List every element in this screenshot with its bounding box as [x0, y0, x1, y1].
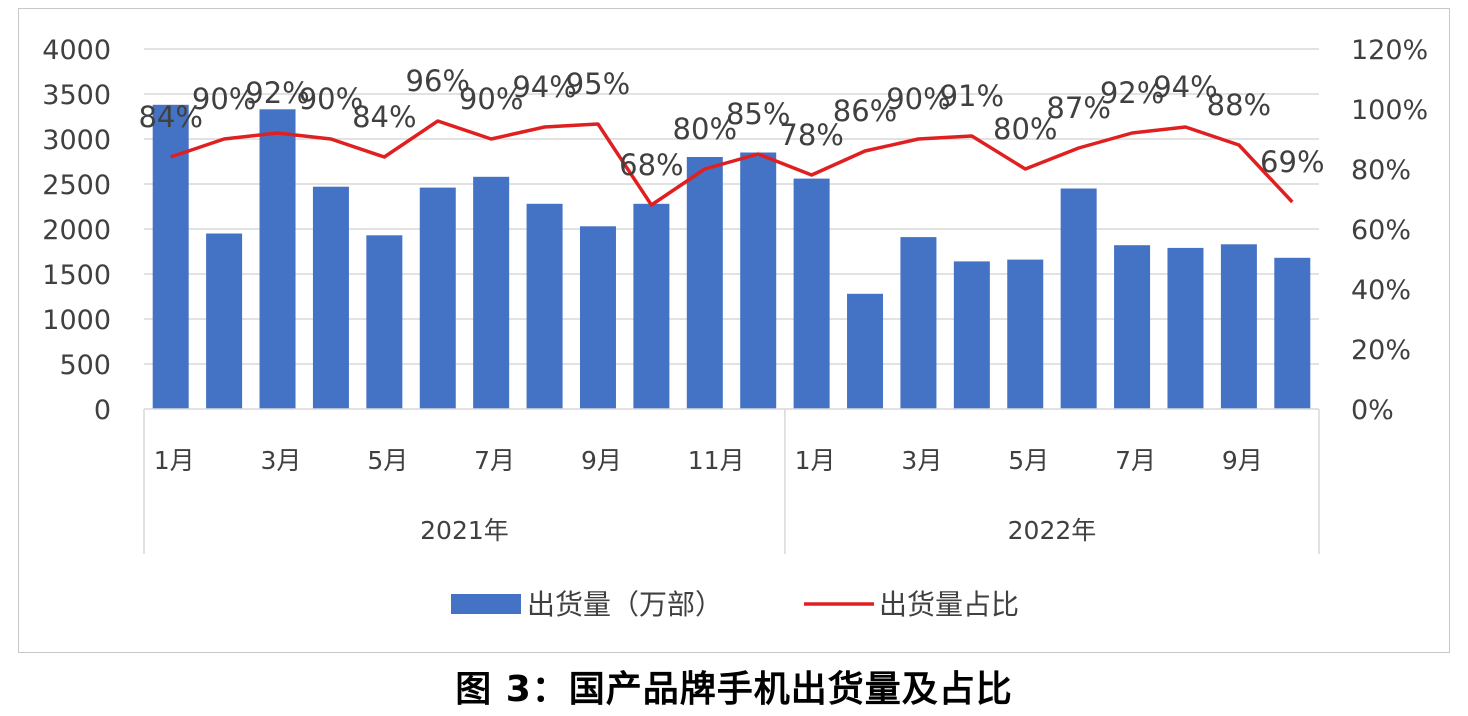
y-left-tick-label: 4000: [42, 35, 111, 66]
chart-frame: 0 500 1000 1500 2000 2500 3000 3500 4000 0% 20% 40%…: [18, 8, 1450, 653]
bar: [419, 187, 456, 409]
y-right-tick-label: 80%: [1351, 155, 1411, 186]
legend-label: 出货量占比: [879, 588, 1019, 621]
y-right-tick-label: 20%: [1351, 335, 1411, 366]
data-label: 94%: [1153, 70, 1217, 104]
x-tick-label: 9月: [581, 446, 622, 475]
share-line: [170, 119, 1294, 207]
x-tick-label: 1月: [795, 446, 836, 475]
data-label: 80%: [673, 112, 737, 146]
bar: [1060, 188, 1097, 409]
bar: [847, 293, 884, 409]
data-label: 84%: [138, 100, 202, 134]
data-label: 88%: [1207, 88, 1271, 122]
data-label: 95%: [566, 67, 630, 101]
data-label: 80%: [993, 112, 1057, 146]
bar: [1007, 259, 1044, 409]
x-tick-label: 5月: [367, 446, 408, 475]
y-left-tick-label: 2000: [42, 215, 111, 246]
y-left-tick-label: 3500: [42, 80, 111, 111]
bar: [900, 237, 937, 409]
data-label: 84%: [352, 100, 416, 134]
data-label: 85%: [726, 97, 790, 131]
y-left-tick-label: 3000: [42, 125, 111, 156]
y-left-tick-label: 1000: [42, 305, 111, 336]
x-tick-label: 1月: [154, 446, 195, 475]
data-label: 90%: [299, 82, 363, 116]
bar: [366, 235, 403, 409]
y-left-tick-label: 500: [59, 350, 111, 381]
x-tick-label: 7月: [1115, 446, 1156, 475]
y-right-tick-label: 40%: [1351, 275, 1411, 306]
y-left-tick-label: 1500: [42, 260, 111, 291]
data-label: 69%: [1260, 145, 1324, 179]
data-label: 87%: [1046, 91, 1110, 125]
y-right-tick-label: 0%: [1351, 395, 1394, 426]
x-tick-label: 5月: [1008, 446, 1049, 475]
x-tick-label: 3月: [261, 446, 302, 475]
bar: [259, 109, 296, 410]
bar: [793, 178, 830, 409]
bar: [1274, 257, 1311, 409]
legend-label: 出货量（万部）: [527, 588, 723, 621]
bar: [740, 152, 777, 409]
bar: [526, 203, 563, 409]
x-tick-label: 3月: [901, 446, 942, 475]
bar: [473, 176, 510, 409]
combo-chart: 0 500 1000 1500 2000 2500 3000 3500 4000 0% 20% 40%…: [42, 35, 1428, 621]
data-label: 92%: [245, 76, 309, 110]
y-left-tick-label: 0: [94, 395, 111, 426]
data-label: 94%: [512, 70, 576, 104]
bar: [686, 157, 723, 409]
bar: [1167, 247, 1204, 409]
legend-swatch-bar: [451, 594, 521, 614]
bar: [1114, 245, 1151, 409]
bar: [1220, 244, 1257, 409]
x-tick-label: 11月: [688, 446, 745, 475]
group-label: 2021年: [420, 516, 509, 545]
x-tick-label: 9月: [1222, 446, 1263, 475]
data-label: 96%: [406, 64, 470, 98]
data-label: 90%: [886, 82, 950, 116]
y-right-tick-label: 100%: [1351, 95, 1428, 126]
bar: [953, 261, 990, 409]
data-label: 90%: [459, 82, 523, 116]
data-label: 91%: [940, 79, 1004, 113]
y-right-tick-label: 120%: [1351, 35, 1428, 66]
data-label: 92%: [1100, 76, 1164, 110]
figure-caption: 图 3：国产品牌手机出货量及占比: [455, 669, 1013, 710]
bar: [312, 186, 349, 409]
bar: [152, 104, 189, 410]
data-label: 78%: [779, 118, 843, 152]
data-label: 68%: [619, 148, 683, 182]
x-tick-label: 7月: [474, 446, 515, 475]
data-label: 86%: [833, 94, 897, 128]
group-label: 2022年: [1008, 516, 1097, 545]
bar: [579, 226, 616, 409]
data-label: 90%: [192, 82, 256, 116]
y-right-tick-label: 60%: [1351, 215, 1411, 246]
bar: [206, 233, 243, 409]
bar: [633, 203, 670, 409]
y-left-tick-label: 2500: [42, 170, 111, 201]
